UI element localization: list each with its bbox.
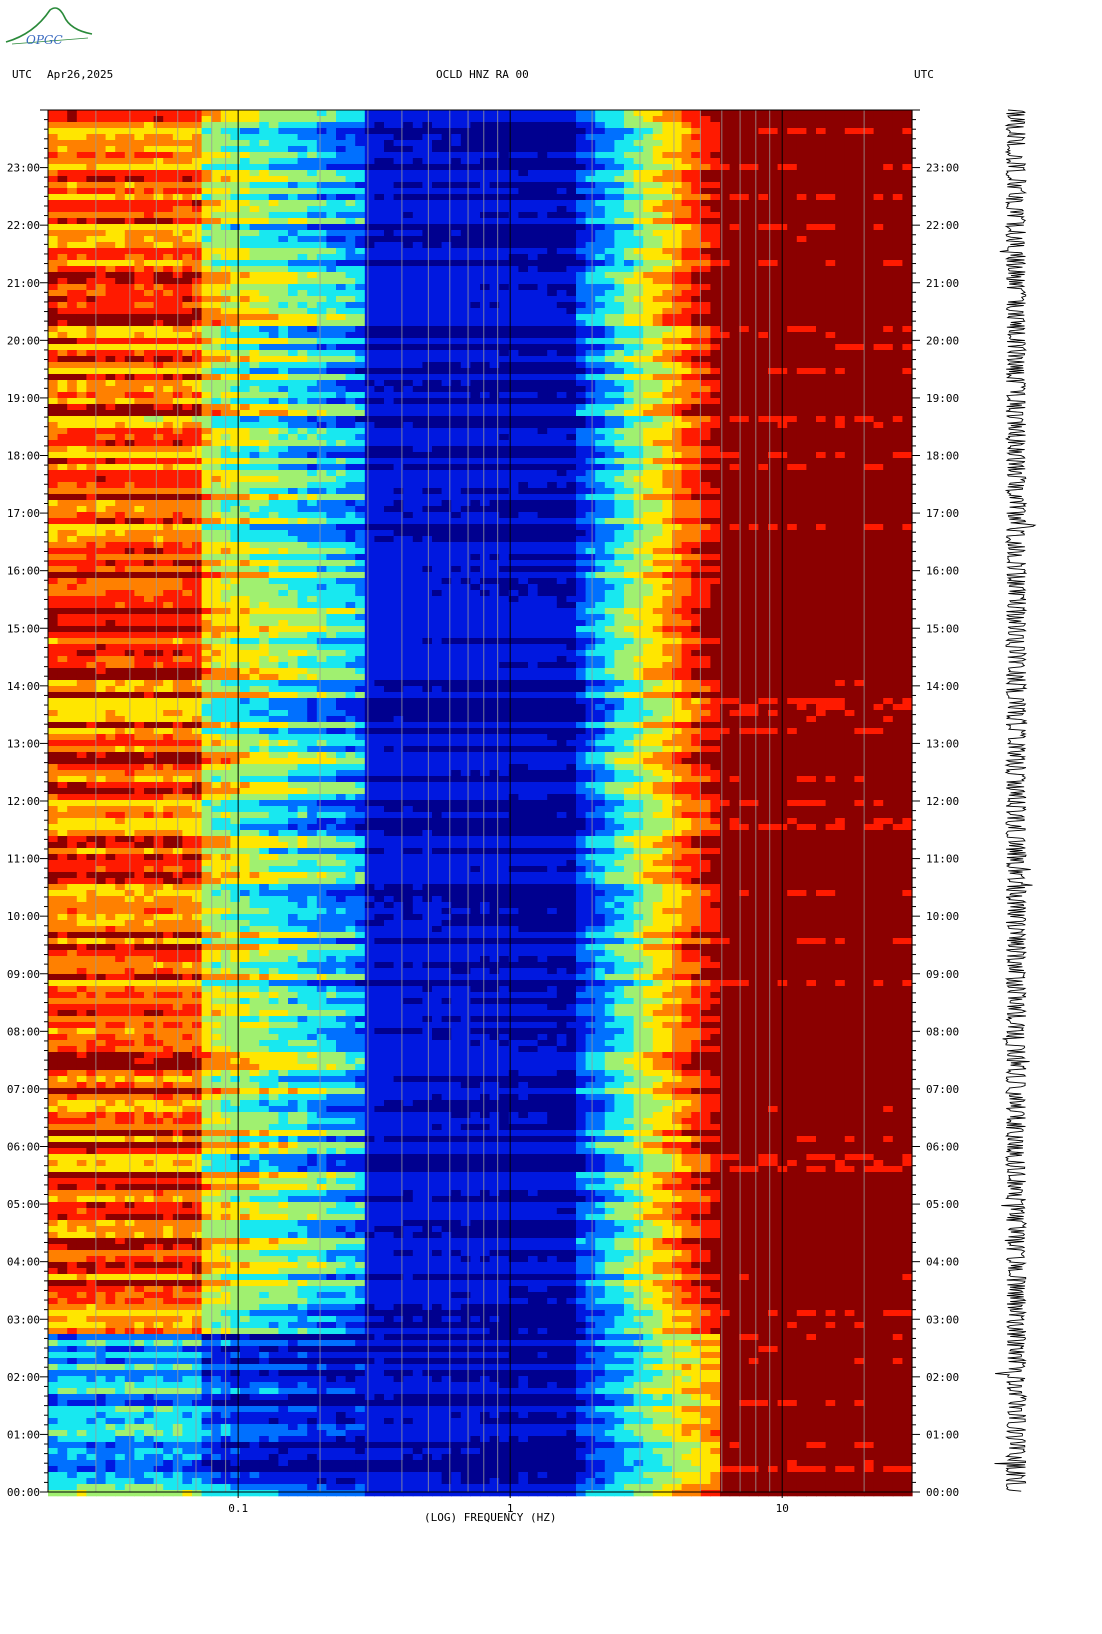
logo-text: OPGC [26,33,63,47]
y-tick-label-left: 15:00 [7,622,40,635]
seismogram-waveform [994,109,1037,1492]
y-tick-label-left: 12:00 [7,795,40,808]
y-tick-label-right: 07:00 [926,1083,959,1096]
y-tick-label-left: 16:00 [7,565,40,578]
y-tick-label-right: 05:00 [926,1198,959,1211]
y-tick-label-right: 06:00 [926,1141,959,1154]
y-tick-label-left: 03:00 [7,1313,40,1326]
y-tick-label-left: 06:00 [7,1141,40,1154]
y-tick-label-right: 10:00 [926,910,959,923]
axes: 00:00 00:00 01:00 01:00 02:00 02:00 03:00 03:00… [7,109,959,1515]
y-tick-label-left: 02:00 [7,1371,40,1384]
y-tick-label-right: 22:00 [926,219,959,232]
x-axis-label: (LOG) FREQUENCY (HZ) [424,1511,556,1524]
y-tick-label-right: 18:00 [926,450,959,463]
y-tick-label-right: 00:00 [926,1486,959,1499]
frequency-gridlines [95,110,865,1492]
y-tick-label-left: 20:00 [7,334,40,347]
y-tick-label-right: 03:00 [926,1313,959,1326]
y-tick-label-right: 01:00 [926,1428,959,1441]
x-tick-label: 1 [507,1502,514,1515]
y-tick-label-left: 18:00 [7,450,40,463]
opgc-logo: OPGC [4,4,94,52]
y-tick-label-left: 10:00 [7,910,40,923]
y-tick-label-right: 20:00 [926,334,959,347]
y-tick-label-left: 14:00 [7,680,40,693]
y-tick-label-right: 09:00 [926,968,959,981]
y-tick-label-left: 21:00 [7,277,40,290]
header-title: OCLD HNZ RA 00 [436,68,529,81]
spectrogram-heatmap [48,110,913,1497]
header-date: Apr26,2025 [47,68,113,81]
x-tick-label: 10 [776,1502,789,1515]
y-tick-label-right: 23:00 [926,162,959,175]
y-tick-label-right: 04:00 [926,1256,959,1269]
y-tick-label-right: 11:00 [926,853,959,866]
y-tick-label-right: 12:00 [926,795,959,808]
y-tick-label-left: 08:00 [7,1025,40,1038]
y-tick-label-left: 13:00 [7,737,40,750]
y-tick-label-left: 19:00 [7,392,40,405]
header-timezone-left: UTC [12,68,32,81]
y-tick-label-left: 17:00 [7,507,40,520]
y-tick-label-right: 19:00 [926,392,959,405]
y-tick-label-left: 07:00 [7,1083,40,1096]
y-tick-label-left: 23:00 [7,162,40,175]
y-tick-label-right: 02:00 [926,1371,959,1384]
y-tick-label-left: 04:00 [7,1256,40,1269]
y-tick-label-right: 15:00 [926,622,959,635]
y-tick-label-left: 09:00 [7,968,40,981]
header-timezone-right: UTC [914,68,934,81]
y-tick-label-left: 05:00 [7,1198,40,1211]
seismogram-trace [994,109,1037,1492]
y-tick-label-right: 21:00 [926,277,959,290]
y-tick-label-left: 11:00 [7,853,40,866]
y-tick-label-right: 08:00 [926,1025,959,1038]
y-tick-label-right: 14:00 [926,680,959,693]
x-tick-label: 0.1 [228,1502,248,1515]
y-tick-label-right: 16:00 [926,565,959,578]
y-tick-label-left: 01:00 [7,1428,40,1441]
y-tick-label-left: 22:00 [7,219,40,232]
y-tick-label-left: 00:00 [7,1486,40,1499]
y-tick-label-right: 17:00 [926,507,959,520]
y-tick-label-right: 13:00 [926,737,959,750]
